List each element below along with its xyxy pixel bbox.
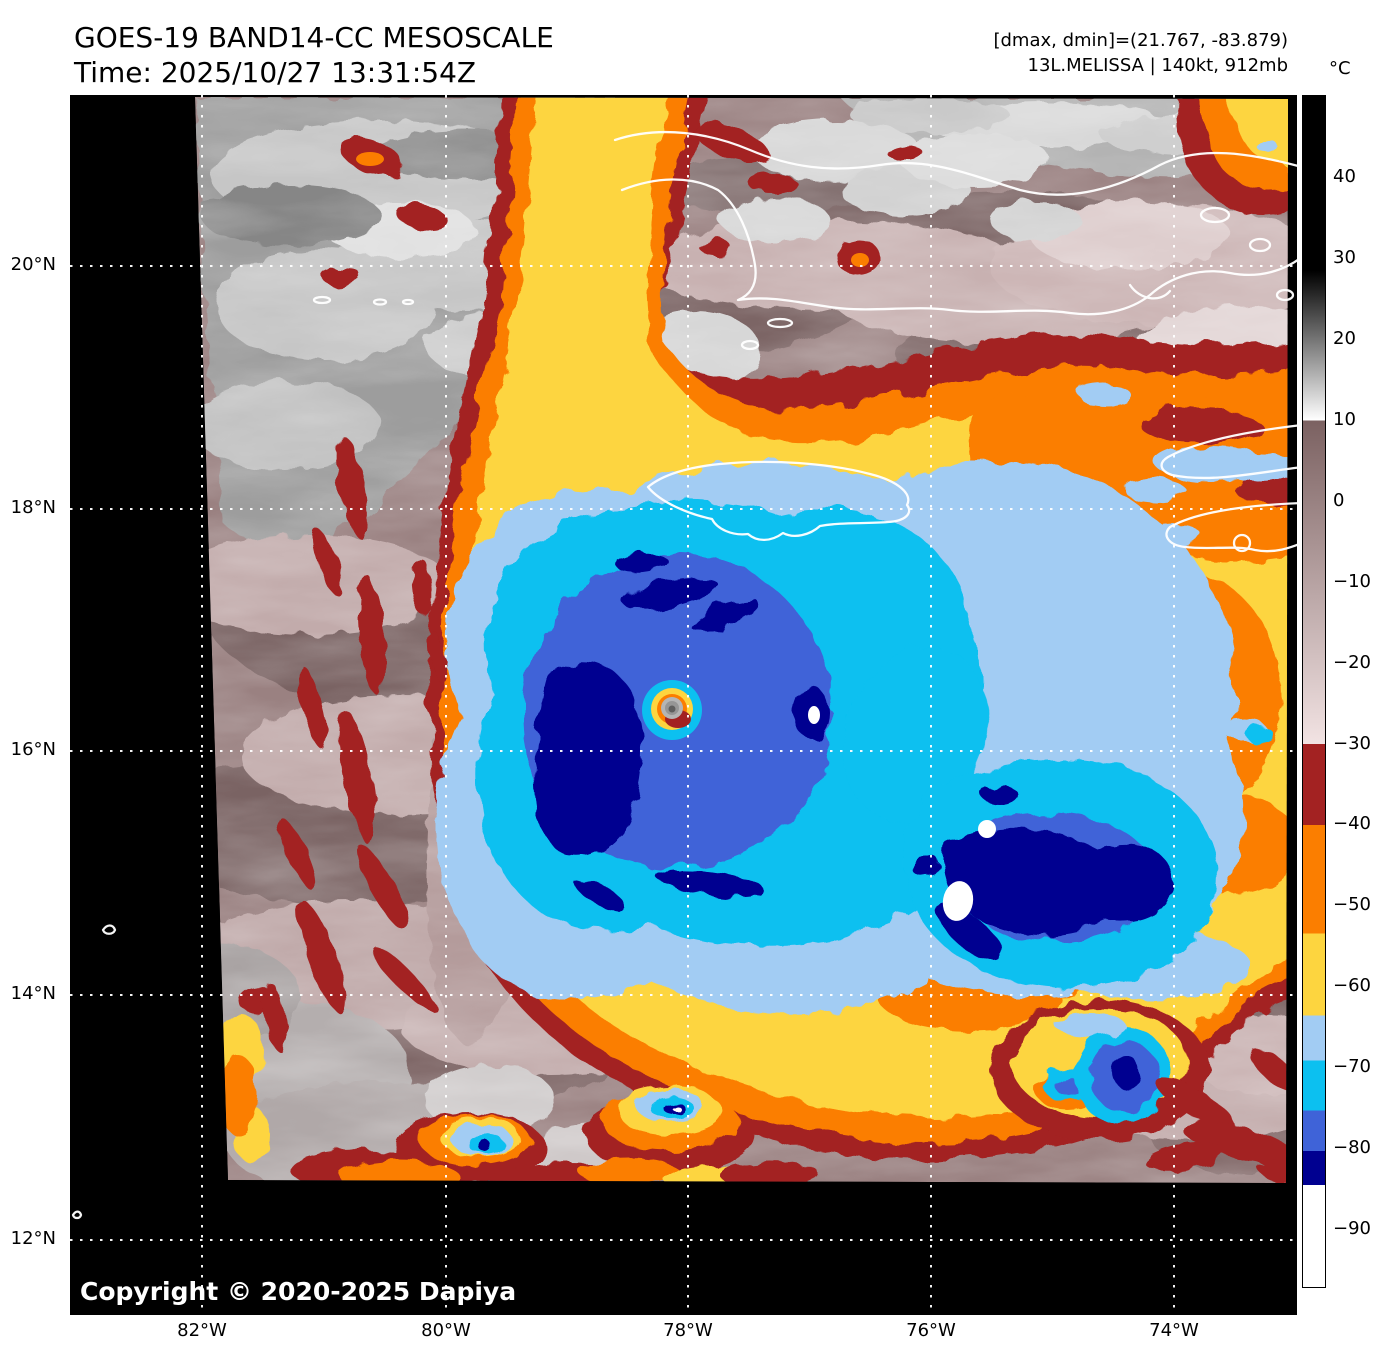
northeast-outer-band — [1176, 97, 1288, 216]
lon-tick-label: 78°W — [663, 1320, 713, 1341]
storm-annotation: [dmax, dmin]=(21.767, -83.879) 13L.MELIS… — [993, 28, 1288, 78]
colorbar-tick: −60 — [1333, 975, 1371, 996]
islet-cuba-cays-2 — [740, 339, 760, 351]
small-orange-speck-nw — [356, 152, 384, 166]
navy-coldest-patches — [534, 553, 1173, 962]
small-orange-speck — [851, 253, 869, 267]
coastline-cuba-north — [613, 130, 1297, 196]
islet-bahamas-2 — [1248, 237, 1272, 253]
page-title: GOES-19 BAND14-CC MESOSCALE Time: 2025/1… — [74, 20, 554, 90]
lat-lon-gridlines — [70, 95, 1297, 1315]
longitude-axis-labels: 82°W 80°W 78°W 76°W 74°W — [70, 1320, 1297, 1350]
coastline-haiti-tiburon — [1165, 502, 1297, 553]
colorbar-tick: −90 — [1333, 1218, 1371, 1239]
colorbar-tick: 40 — [1333, 166, 1356, 187]
islet-bahamas-1 — [1199, 206, 1231, 224]
lat-tick-label: 18°N — [10, 497, 56, 518]
hurricane-eye — [642, 680, 702, 740]
dmax-dmin-text: [dmax, dmin]=(21.767, -83.879) — [993, 30, 1288, 51]
latitude-axis-labels: 20°N 18°N 16°N 14°N 12°N — [0, 95, 62, 1315]
islet-cayman-3 — [401, 298, 415, 306]
islet-cayman-1 — [312, 295, 332, 305]
colorbar-tick: −50 — [1333, 894, 1371, 915]
colorbar-unit-label: °C — [1329, 58, 1351, 79]
islet-southwest-1 — [101, 924, 117, 935]
islet-bahamas-3 — [1275, 288, 1295, 302]
lat-tick-label: 16°N — [10, 739, 56, 760]
lat-tick-label: 20°N — [10, 254, 56, 275]
coastline-cuba-south — [620, 178, 1297, 316]
satellite-image — [70, 95, 1297, 1315]
hurricane-cold-shield — [429, 97, 1288, 1161]
colorbar-tick: −40 — [1333, 813, 1371, 834]
colorbar-tick-labels: 40 30 20 10 0 −10 −20 −30 −40 −50 −60 −70 −80 −90 — [1333, 95, 1390, 1288]
coastline-jamaica — [646, 460, 911, 542]
southern-convective-cells — [218, 986, 820, 1183]
scattered-red-fragments — [263, 123, 1288, 1183]
coastline-guantanamo-inlet — [1128, 283, 1172, 300]
islet-cuba-cays-1 — [766, 317, 794, 329]
lat-tick-label: 14°N — [10, 983, 56, 1004]
title-line1: GOES-19 BAND14-CC MESOSCALE — [74, 21, 554, 54]
title-line2: Time: 2025/10/27 13:31:54Z — [74, 56, 477, 89]
colorbar-tick: −10 — [1333, 571, 1371, 592]
lat-tick-label: 12°N — [10, 1228, 56, 1249]
colorbar-tick: −80 — [1333, 1137, 1371, 1158]
lon-tick-label: 82°W — [177, 1320, 227, 1341]
islet-cayman-2 — [372, 298, 388, 306]
cyan-bridge — [842, 647, 988, 823]
storm-intensity-text: 13L.MELISSA | 140kt, 912mb — [1027, 55, 1289, 76]
southeast-convective-cells — [990, 1000, 1210, 1140]
colorbar-tick: 30 — [1333, 247, 1356, 268]
colorbar-tick: −20 — [1333, 652, 1371, 673]
colorbar-tick: 0 — [1333, 490, 1345, 511]
overshooting-top-white-specks — [808, 706, 996, 921]
colorbar-tick: 10 — [1333, 409, 1356, 430]
islet-southwest-2 — [71, 1210, 83, 1220]
lon-tick-label: 80°W — [421, 1320, 471, 1341]
lon-tick-label: 74°W — [1149, 1320, 1199, 1341]
coastline-haiti-north-claw — [1160, 424, 1297, 480]
lon-tick-label: 76°W — [906, 1320, 956, 1341]
islet-haiti-loop — [1232, 533, 1252, 553]
coastlines — [71, 130, 1297, 1220]
colorbar-tick: −30 — [1333, 733, 1371, 754]
copyright-text: Copyright © 2020-2025 Dapiya — [80, 1277, 517, 1306]
temperature-colorbar — [1302, 95, 1326, 1288]
colorbar-tick: −70 — [1333, 1056, 1371, 1077]
map-plot-area: Copyright © 2020-2025 Dapiya — [70, 95, 1297, 1315]
colorbar-tick: 20 — [1333, 328, 1356, 349]
